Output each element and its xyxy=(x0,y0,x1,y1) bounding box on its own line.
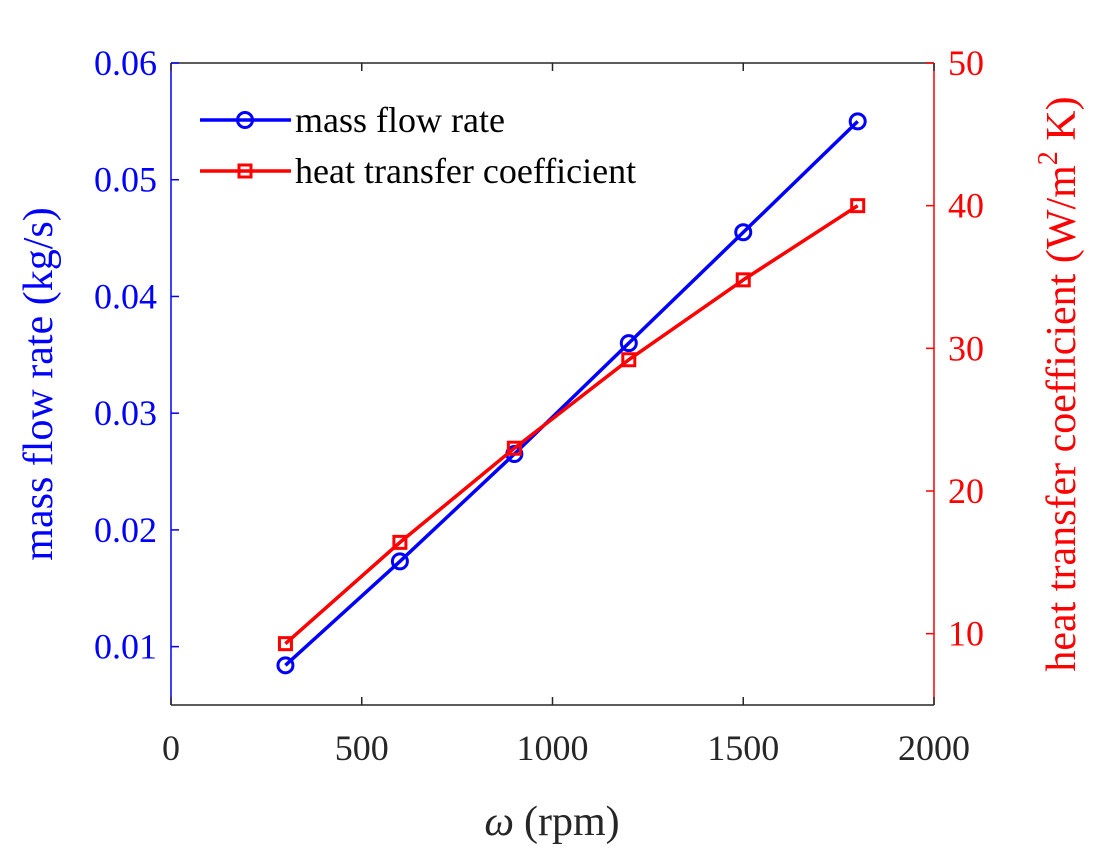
left-y-tick-label: 0.01 xyxy=(94,627,157,667)
data-point-mass-flow-rate xyxy=(390,552,409,571)
left-y-tick-label: 0.02 xyxy=(94,510,157,550)
left-y-axis-label: mass flow rate (kg/s) xyxy=(16,207,62,560)
left-y-tick-label: 0.04 xyxy=(94,276,157,316)
data-point-heat-transfer-coefficient xyxy=(735,272,751,288)
x-tick-label: 500 xyxy=(335,728,389,768)
left-y-tick-label: 0.05 xyxy=(94,160,157,200)
right-y-axis-label-main: heat transfer coefficient (W/m xyxy=(1039,165,1085,672)
right-y-axis-label: heat transfer coefficient (W/m2 K) xyxy=(1033,96,1085,671)
right-y-axis-label-sup: 2 xyxy=(1033,151,1064,165)
data-point-mass-flow-rate xyxy=(734,223,753,242)
right-y-tick-label: 50 xyxy=(948,43,984,83)
x-axis-label-symbol: ω xyxy=(484,799,514,845)
ticks-layer: 0 500 1000 1500 2000 0.01 0.02 0.03 0.04 0.05 0.06… xyxy=(94,43,984,768)
series-layer xyxy=(276,112,867,675)
legend-marker-mass-flow-rate xyxy=(236,111,254,129)
series-line-mass-flow-rate xyxy=(284,120,859,667)
legend-label-mass-flow-rate: mass flow rate xyxy=(295,100,505,140)
legend: mass flow rate heat transfer coefficient xyxy=(200,100,636,191)
right-y-tick-label: 40 xyxy=(948,186,984,226)
right-y-tick-label: 30 xyxy=(948,328,984,368)
data-point-heat-transfer-coefficient xyxy=(850,198,866,214)
data-point-heat-transfer-coefficient xyxy=(506,440,522,456)
right-y-axis-label-end: K) xyxy=(1039,96,1085,151)
x-tick-label: 1000 xyxy=(517,728,589,768)
x-tick-label: 2000 xyxy=(898,728,970,768)
data-point-heat-transfer-coefficient xyxy=(621,352,637,368)
data-point-mass-flow-rate xyxy=(276,656,295,675)
data-point-heat-transfer-coefficient xyxy=(277,636,293,652)
data-point-mass-flow-rate xyxy=(848,112,867,131)
data-point-heat-transfer-coefficient xyxy=(392,534,408,550)
legend-label-heat-transfer-coefficient: heat transfer coefficient xyxy=(295,151,636,191)
x-axis-label-unit: (rpm) xyxy=(524,799,620,845)
series-line-heat-transfer-coefficient xyxy=(284,204,859,646)
x-axis-label: ω (rpm) xyxy=(484,799,619,845)
right-y-tick-label: 10 xyxy=(948,614,984,654)
data-point-mass-flow-rate xyxy=(619,334,638,353)
x-tick-label: 0 xyxy=(162,728,180,768)
x-tick-label: 1500 xyxy=(707,728,779,768)
right-y-tick-label: 20 xyxy=(948,471,984,511)
left-y-tick-label: 0.03 xyxy=(94,393,157,433)
left-y-tick-label: 0.06 xyxy=(94,43,157,83)
legend-marker-heat-transfer-coefficient xyxy=(237,163,253,179)
